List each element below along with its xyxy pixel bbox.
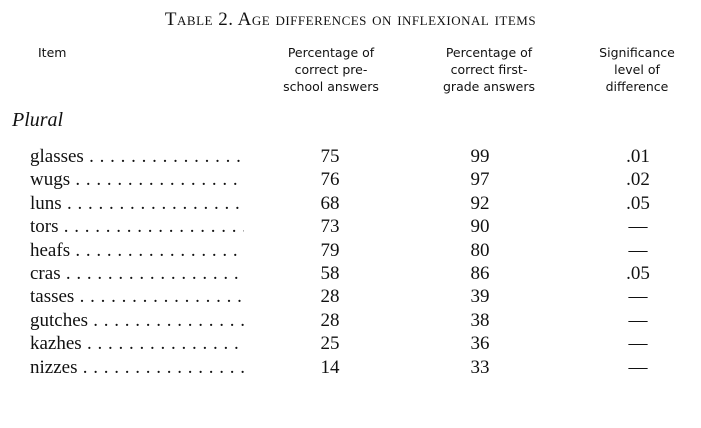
significance-cell: .01	[626, 146, 650, 167]
table-row: kazhes 25 36 —	[0, 332, 701, 355]
significance-cell: .05	[626, 192, 650, 214]
significance-cell: —	[628, 356, 648, 378]
item-cell: kazhes	[30, 332, 244, 355]
item-cell: cras	[30, 262, 244, 285]
first-grade-percent-cell: 97	[470, 169, 490, 191]
table-body: glasses 75 99 .01 wugs 76 97 .02 luns 68…	[0, 145, 701, 379]
significance-cell: .05	[626, 262, 650, 284]
table-row: heafs 79 80 —	[0, 239, 701, 262]
preschool-percent-cell: 28	[320, 309, 340, 331]
column-header-preschool: Percentage of correct pre- school answer…	[283, 45, 379, 94]
significance-cell: .02	[626, 169, 650, 191]
first-grade-percent-cell: 86	[470, 262, 490, 284]
significance-cell: —	[628, 216, 648, 238]
column-header-item: Item	[38, 45, 67, 60]
table-row: wugs 76 97 .02	[0, 168, 701, 191]
table-row: glasses 75 99 .01	[0, 145, 701, 168]
first-grade-percent-cell: 90	[470, 216, 490, 238]
first-grade-percent-cell: 39	[470, 286, 490, 308]
column-header-significance: Significance level of difference	[599, 45, 675, 94]
table-title: Table 2. Age differences on inflexional …	[164, 9, 537, 30]
column-header-first-grade: Percentage of correct first- grade answe…	[443, 45, 535, 94]
first-grade-percent-cell: 36	[470, 333, 490, 355]
preschool-percent-cell: 75	[320, 146, 340, 167]
preschool-percent-cell: 28	[320, 286, 340, 308]
first-grade-percent-cell: 38	[470, 309, 490, 331]
first-grade-percent-cell: 33	[470, 356, 490, 378]
table-row: gutches 28 38 —	[0, 309, 701, 332]
item-cell: heafs	[30, 239, 244, 262]
table-row: tasses 28 39 —	[0, 285, 701, 308]
item-cell: nizzes	[30, 356, 244, 379]
preschool-percent-cell: 14	[320, 356, 340, 378]
table-row: luns 68 92 .05	[0, 192, 701, 215]
preschool-percent-cell: 79	[320, 239, 340, 261]
preschool-percent-cell: 58	[320, 262, 340, 284]
item-cell: wugs	[30, 168, 244, 191]
significance-cell: —	[628, 239, 648, 261]
preschool-percent-cell: 68	[320, 192, 340, 214]
table-row: nizzes 14 33 —	[0, 356, 701, 379]
preschool-percent-cell: 76	[320, 169, 340, 191]
significance-cell: —	[628, 286, 648, 308]
table-row: tors 73 90 —	[0, 215, 701, 238]
item-cell: gutches	[30, 309, 244, 332]
table-row: cras 58 86 .05	[0, 262, 701, 285]
preschool-percent-cell: 73	[320, 216, 340, 238]
section-heading-plural: Plural	[12, 109, 64, 131]
item-cell: glasses	[30, 145, 244, 168]
first-grade-percent-cell: 80	[470, 239, 490, 261]
significance-cell: —	[628, 309, 648, 331]
item-cell: luns	[30, 192, 244, 215]
item-cell: tasses	[30, 285, 244, 308]
first-grade-percent-cell: 99	[470, 146, 490, 167]
significance-cell: —	[628, 333, 648, 355]
preschool-percent-cell: 25	[320, 333, 340, 355]
first-grade-percent-cell: 92	[470, 192, 490, 214]
item-cell: tors	[30, 215, 244, 238]
